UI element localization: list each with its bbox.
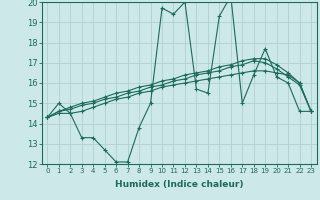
X-axis label: Humidex (Indice chaleur): Humidex (Indice chaleur) — [115, 180, 244, 189]
